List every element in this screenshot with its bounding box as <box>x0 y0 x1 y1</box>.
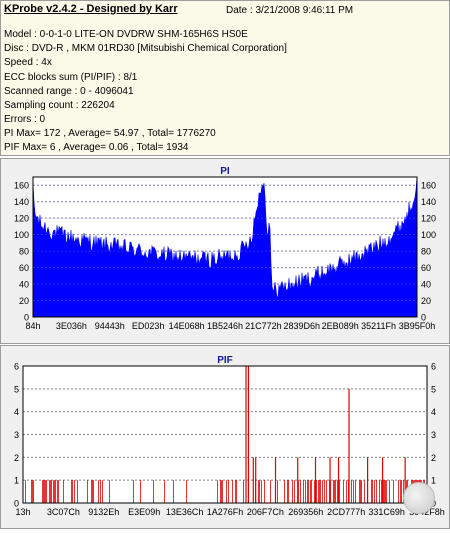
info-range: Scanned range : 0 - 4096041 <box>4 86 134 97</box>
y-tick-label-left: 0 <box>14 499 19 509</box>
plot-border <box>32 176 418 318</box>
x-tick-label: 13E36Ch <box>166 507 204 517</box>
y-tick-label-left: 40 <box>19 280 29 290</box>
y-tick-label-right: 1 <box>431 476 436 486</box>
y-tick-label-right: 20 <box>421 296 431 306</box>
info-pi-summary: PI Max= 172 , Average= 54.97 , Total= 17… <box>4 128 216 139</box>
y-tick-label-left: 1 <box>14 476 19 486</box>
y-tick-label-right: 60 <box>421 263 431 273</box>
x-tick-label: 35211Fh <box>361 321 396 331</box>
pif-chart-panel: 0011223344556613h3C07Ch9132EhE3E09h13E36… <box>0 345 450 529</box>
x-tick-label: 13h <box>15 507 30 517</box>
y-tick-label-left: 140 <box>14 197 29 207</box>
y-tick-label-right: 80 <box>421 247 431 257</box>
plot-border <box>22 365 428 504</box>
x-tick-label: 206F7Ch <box>247 507 284 517</box>
y-tick-label-left: 4 <box>14 407 19 417</box>
info-speed: Speed : 4x <box>4 57 52 68</box>
info-errors: Errors : 0 <box>4 114 46 125</box>
x-tick-label: 2CD777h <box>327 507 365 517</box>
x-tick-label: 84h <box>25 321 40 331</box>
y-tick-label-left: 6 <box>14 362 19 372</box>
chart-title: PI <box>220 166 230 177</box>
y-tick-label-left: 3 <box>14 430 19 440</box>
x-tick-label: E3E09h <box>128 507 160 517</box>
pi-chart-panel: 0 0 20 20 40 40 60 60 80 80 100 100 120 120 140 140 160 1… <box>0 158 450 344</box>
x-tick-label: 3B95F0h <box>399 321 436 331</box>
y-tick-label-left: 0 <box>24 313 29 323</box>
x-tick-label: 3942F8h <box>409 507 445 517</box>
y-tick-label-left: 5 <box>14 384 19 394</box>
x-tick-label: 2EB089h <box>322 321 359 331</box>
y-tick-label-right: 3 <box>431 430 436 440</box>
y-tick-label-right: 140 <box>421 197 436 207</box>
y-tick-label-left: 100 <box>14 230 29 240</box>
y-tick-label-right: 160 <box>421 181 436 191</box>
x-tick-label: 2839D6h <box>284 321 321 331</box>
y-tick-label-right: 120 <box>421 214 436 224</box>
x-tick-label: 3E036h <box>56 321 87 331</box>
x-tick-label: 1A276Fh <box>207 507 244 517</box>
watermark-logo <box>403 482 435 514</box>
info-pif-summary: PIF Max= 6 , Average= 0.06 , Total= 1934 <box>4 142 189 153</box>
pi-series-area <box>32 176 418 318</box>
pi-chart: 0 0 20 20 40 40 60 60 80 80 100 100 120 120 140 140 160 1… <box>14 166 436 331</box>
y-tick-label-right: 2 <box>431 453 436 463</box>
y-tick-label-left: 2 <box>14 453 19 463</box>
y-tick-label-right: 40 <box>421 280 431 290</box>
y-tick-label-left: 120 <box>14 214 29 224</box>
y-tick-label-left: 60 <box>19 263 29 273</box>
y-tick-label-right: 0 <box>421 313 426 323</box>
y-tick-label-left: 20 <box>19 296 29 306</box>
info-ecc: ECC blocks sum (PI/PIF) : 8/1 <box>4 72 138 83</box>
y-tick-label-right: 6 <box>431 362 436 372</box>
info-model: Model : 0-0-1-0 LITE-ON DVDRW SHM-165H6S… <box>4 29 248 40</box>
x-tick-label: 9132Eh <box>88 507 119 517</box>
x-tick-label: 21C772h <box>245 321 282 331</box>
y-tick-label-left: 160 <box>14 181 29 191</box>
info-sampling: Sampling count : 226204 <box>4 100 115 111</box>
x-tick-label: 94443h <box>95 321 125 331</box>
info-panel: KProbe v2.4.2 - Designed by Karr Date : … <box>0 0 450 156</box>
pif-chart: 0011223344556613h3C07Ch9132EhE3E09h13E36… <box>14 355 445 517</box>
x-tick-label: 269356h <box>288 507 323 517</box>
app-title: KProbe v2.4.2 - Designed by Karr <box>4 3 178 15</box>
x-tick-label: 3C07Ch <box>47 507 80 517</box>
x-tick-label: 14E068h <box>169 321 205 331</box>
y-tick-label-right: 5 <box>431 384 436 394</box>
y-tick-label-left: 80 <box>19 247 29 257</box>
y-tick-label-right: 4 <box>431 407 436 417</box>
y-tick-label-right: 100 <box>421 230 436 240</box>
info-disc: Disc : DVD-R , MKM 01RD30 [Mitsubishi Ch… <box>4 43 287 54</box>
x-tick-label: 331C69h <box>368 507 405 517</box>
chart-title: PIF <box>217 355 233 366</box>
x-tick-label: ED023h <box>132 321 165 331</box>
x-tick-label: 1B5246h <box>207 321 243 331</box>
scan-date: Date : 3/21/2008 9:46:11 PM <box>226 5 354 16</box>
